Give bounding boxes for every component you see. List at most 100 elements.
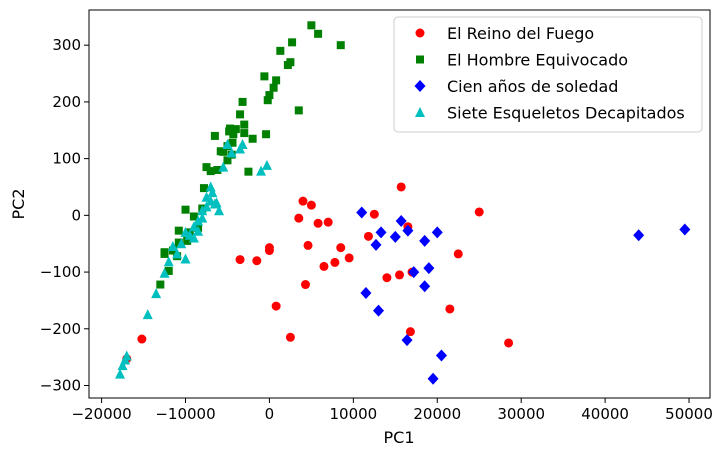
data-point-series-3 (395, 215, 407, 228)
legend-marker-series-1 (415, 28, 425, 38)
y-tick-label: −300 (40, 377, 81, 395)
data-point-series-1 (294, 213, 304, 223)
data-point-series-1 (271, 301, 281, 311)
data-point-series-2 (228, 138, 237, 147)
data-point-series-2 (260, 72, 269, 81)
data-point-series-2 (336, 41, 345, 50)
data-point-series-4 (159, 267, 170, 278)
data-point-series-2 (206, 167, 215, 176)
data-point-series-1 (301, 280, 311, 290)
data-point-series-2 (229, 130, 238, 139)
data-point-series-2 (248, 134, 257, 143)
data-point-series-1 (313, 218, 323, 228)
data-point-series-3 (679, 223, 691, 236)
data-point-series-3 (360, 287, 372, 300)
x-tick-label: 20000 (413, 405, 461, 423)
data-point-series-3 (356, 206, 368, 219)
plot-frame (88, 9, 711, 399)
data-point-series-4 (226, 147, 237, 158)
data-point-series-2 (189, 212, 198, 221)
data-point-series-1 (298, 196, 308, 206)
data-point-series-3 (431, 226, 443, 239)
data-point-series-2 (213, 165, 222, 174)
data-point-series-2 (156, 280, 165, 289)
y-tick-label: −100 (40, 263, 81, 281)
data-point-series-4 (222, 138, 233, 149)
x-tick-label: 10000 (329, 405, 377, 423)
data-point-series-2 (160, 249, 169, 258)
data-point-series-2 (263, 96, 272, 105)
data-point-series-1 (453, 249, 463, 259)
data-point-series-2 (225, 124, 234, 133)
y-tick-label: −200 (40, 320, 81, 338)
data-point-series-3 (427, 372, 439, 385)
data-point-series-3 (375, 226, 387, 239)
x-axis-label: PC1 (384, 428, 415, 447)
data-point-series-2 (269, 83, 278, 92)
y-axis-ticks: −300 −200 −100 0 100 200 300 (40, 36, 89, 395)
data-point-series-3 (373, 304, 385, 317)
data-point-series-3 (423, 262, 435, 275)
legend-marker-series-4 (415, 107, 425, 117)
data-point-series-4 (237, 138, 248, 149)
data-point-series-1 (330, 257, 340, 267)
data-point-series-4 (151, 288, 162, 299)
data-point-series-2 (294, 106, 303, 115)
data-point-series-2 (265, 91, 274, 100)
data-point-series-1 (369, 209, 379, 219)
legend-marker-series-2 (416, 55, 424, 64)
data-point-series-2 (238, 97, 247, 106)
legend-marker-series-3 (414, 80, 426, 92)
data-point-series-1 (235, 255, 245, 265)
data-point-series-1 (396, 182, 406, 192)
data-point-series-4 (188, 221, 199, 232)
data-point-series-4 (261, 159, 272, 170)
data-point-series-2 (202, 163, 211, 172)
data-point-series-2 (174, 238, 183, 247)
data-point-series-4 (188, 232, 199, 243)
data-point-series-4 (167, 241, 178, 252)
data-point-series-4 (172, 248, 183, 259)
data-point-series-4 (193, 215, 204, 226)
x-tick-label: −10000 (155, 405, 215, 423)
data-point-series-4 (180, 253, 191, 264)
data-point-series-2 (262, 130, 271, 139)
legend: El Reino del Fuego El Hombre Equivocado Ci… (393, 16, 703, 133)
data-point-series-2 (288, 38, 297, 47)
data-point-series-2 (307, 21, 316, 30)
data-point-series-2 (223, 156, 232, 165)
x-tick-label: 0 (265, 405, 275, 423)
data-point-series-2 (276, 46, 285, 55)
data-point-series-4 (193, 225, 204, 236)
data-point-series-3 (435, 349, 447, 362)
data-point-series-1 (504, 338, 514, 348)
data-point-series-1 (137, 334, 147, 344)
data-point-series-2 (314, 29, 323, 38)
x-tick-label: 50000 (665, 405, 713, 423)
data-point-series-4 (214, 205, 225, 216)
y-axis-label: PC2 (9, 189, 28, 220)
data-point-series-4 (117, 360, 128, 371)
data-point-series-3 (401, 334, 413, 347)
data-point-series-1 (336, 243, 346, 253)
data-point-series-4 (207, 187, 218, 198)
data-point-series-2 (164, 266, 173, 275)
data-point-series-1 (445, 304, 455, 314)
data-point-series-1 (323, 217, 333, 227)
data-point-series-4 (121, 350, 132, 361)
data-point-series-4 (142, 309, 153, 320)
data-point-series-1 (344, 253, 354, 263)
data-point-series-3 (408, 266, 420, 279)
data-point-series-4 (115, 368, 126, 379)
data-point-series-2 (244, 167, 253, 176)
data-point-series-2 (199, 184, 208, 193)
data-point-series-4 (211, 197, 222, 208)
x-tick-label: 40000 (581, 405, 629, 423)
data-point-series-2 (286, 58, 295, 67)
x-tick-label: −20000 (71, 405, 131, 423)
data-point-series-2 (181, 205, 190, 214)
data-point-series-1 (474, 207, 484, 217)
data-point-series-2 (183, 236, 192, 245)
data-point-series-1 (363, 231, 373, 241)
